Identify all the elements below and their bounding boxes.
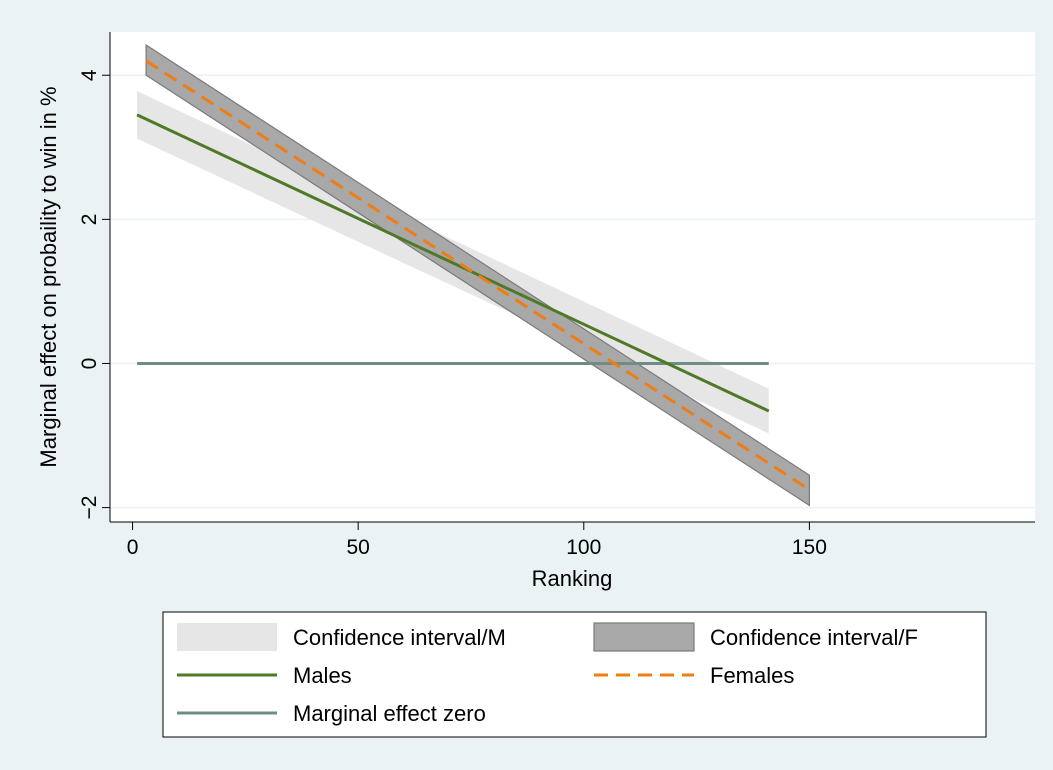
x-tick-label: 150	[792, 536, 827, 559]
x-tick-label: 0	[127, 536, 139, 559]
axes	[109, 32, 1035, 523]
y-axis-title: Marginal effect on probaility to win in …	[36, 86, 61, 467]
ticks: 0 50 100 150 −2 0 2 4	[78, 69, 827, 559]
legend-swatch-ci-males	[177, 623, 277, 651]
x-tick-label: 100	[566, 536, 601, 559]
y-tick-label: 4	[78, 69, 101, 81]
x-tick-label: 50	[346, 536, 369, 559]
legend-label-females: Females	[710, 663, 794, 688]
legend: Confidence interval/M Confidence interval…	[162, 611, 987, 738]
legend-swatch-ci-females	[593, 622, 695, 652]
plot-area	[110, 32, 1035, 522]
legend-label-males: Males	[293, 663, 352, 688]
x-axis-title: Ranking	[532, 566, 613, 591]
legend-items: Confidence interval/M Confidence interval…	[177, 622, 918, 726]
legend-label-ci-f: Confidence interval/F	[710, 625, 918, 650]
y-tick-label: 2	[78, 214, 101, 226]
legend-label-zero: Marginal effect zero	[293, 701, 486, 726]
y-tick-label: 0	[78, 358, 101, 370]
series-lines	[136, 59, 811, 491]
y-tick-label: −2	[78, 496, 101, 520]
series-line-males	[136, 113, 770, 413]
legend-box	[162, 611, 987, 738]
legend-label-ci-m: Confidence interval/M	[293, 625, 506, 650]
